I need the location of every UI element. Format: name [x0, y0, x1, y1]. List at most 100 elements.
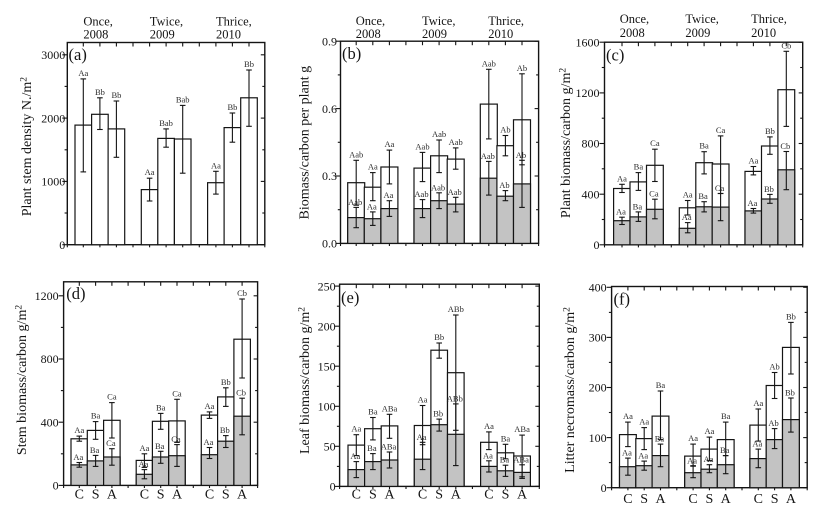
svg-text:Ba: Ba [500, 455, 510, 465]
svg-text:Aa: Aa [350, 451, 360, 461]
svg-text:Aa: Aa [704, 426, 714, 436]
svg-text:Ba: Ba [634, 162, 644, 172]
svg-text:Cb: Cb [237, 288, 247, 298]
svg-text:0.3: 0.3 [322, 169, 337, 183]
svg-text:2009: 2009 [685, 26, 710, 40]
svg-text:200: 200 [318, 319, 336, 333]
svg-text:Aa: Aa [703, 454, 713, 464]
svg-text:(d): (d) [66, 284, 85, 303]
svg-text:0: 0 [601, 481, 607, 495]
svg-text:150: 150 [318, 359, 336, 373]
svg-text:Ca: Ca [171, 434, 181, 444]
svg-text:2008: 2008 [83, 27, 108, 41]
svg-text:C: C [418, 487, 427, 502]
svg-text:ABa: ABa [381, 442, 397, 452]
svg-text:ABb: ABb [447, 393, 463, 403]
svg-text:Bb: Bb [227, 102, 237, 112]
svg-text:800: 800 [582, 137, 600, 151]
svg-text:250: 250 [318, 279, 336, 293]
svg-text:Bb: Bb [221, 377, 231, 387]
svg-text:Stem biomass/carbon g/m2: Stem biomass/carbon g/m2 [15, 305, 31, 455]
svg-text:3000: 3000 [41, 48, 65, 62]
svg-text:Aa: Aa [752, 439, 762, 449]
svg-text:Aa: Aa [748, 156, 758, 166]
svg-text:Ba: Ba [368, 407, 378, 417]
svg-text:ABa: ABa [514, 424, 530, 434]
svg-text:Ab: Ab [517, 63, 527, 73]
svg-text:Aa: Aa [384, 139, 394, 149]
svg-text:A: A [721, 492, 732, 507]
svg-text:Aa: Aa [383, 190, 393, 200]
svg-text:Plant stem density N./m2: Plant stem density N./m2 [20, 77, 36, 217]
svg-text:A: A [655, 492, 666, 507]
svg-text:Aa: Aa [622, 448, 632, 458]
svg-text:Bb: Bb [765, 126, 775, 136]
svg-text:ABa: ABa [382, 403, 398, 413]
svg-text:Bb: Bb [786, 311, 796, 321]
svg-text:400: 400 [582, 187, 600, 201]
svg-text:Aa: Aa [747, 198, 757, 208]
svg-text:2008: 2008 [356, 27, 381, 41]
svg-text:1200: 1200 [35, 289, 59, 303]
svg-text:Bb: Bb [95, 87, 105, 97]
svg-text:Once,: Once, [620, 12, 650, 26]
svg-text:ABa: ABa [513, 454, 529, 464]
svg-text:200: 200 [589, 381, 607, 395]
svg-text:Ba: Ba [699, 141, 709, 151]
svg-text:1000: 1000 [41, 175, 65, 189]
svg-text:S: S [706, 492, 714, 507]
svg-text:Ab: Ab [516, 150, 526, 160]
svg-text:(b): (b) [342, 44, 361, 63]
svg-text:(f): (f) [614, 290, 630, 309]
svg-text:Aab: Aab [481, 151, 495, 161]
svg-text:Bb: Bb [433, 409, 443, 419]
svg-text:0: 0 [53, 479, 59, 493]
svg-text:Twice,: Twice, [150, 15, 183, 29]
svg-text:2010: 2010 [216, 27, 241, 41]
svg-text:0: 0 [330, 480, 336, 494]
svg-text:Ba: Ba [698, 191, 708, 201]
svg-text:0.6: 0.6 [322, 102, 337, 116]
svg-text:2008: 2008 [620, 26, 645, 40]
svg-text:Aa: Aa [74, 425, 84, 435]
svg-text:1200: 1200 [576, 86, 600, 100]
svg-text:Ca: Ca [172, 388, 182, 398]
svg-text:Bb: Bb [220, 425, 230, 435]
svg-text:Aa: Aa [138, 459, 148, 469]
svg-text:2009: 2009 [150, 27, 175, 41]
svg-text:Bb: Bb [434, 332, 444, 342]
svg-text:Ba: Ba [155, 441, 165, 451]
svg-text:Aa: Aa [483, 450, 493, 460]
svg-text:Aa: Aa [617, 173, 627, 183]
svg-text:S: S [157, 487, 165, 502]
svg-text:Aab: Aab [348, 197, 362, 207]
svg-text:100: 100 [589, 431, 607, 445]
svg-text:0.0: 0.0 [322, 237, 337, 251]
svg-text:A: A [107, 487, 118, 502]
svg-text:Aa: Aa [753, 398, 763, 408]
svg-text:100: 100 [318, 400, 336, 414]
svg-text:Ba: Ba [655, 434, 665, 444]
svg-text:A: A [384, 487, 395, 502]
svg-text:Aab: Aab [449, 137, 463, 147]
svg-text:Thrice,: Thrice, [488, 14, 524, 28]
svg-text:S: S [771, 492, 779, 507]
svg-text:400: 400 [589, 281, 607, 295]
svg-text:A: A [786, 492, 797, 507]
svg-text:Ca: Ca [715, 183, 725, 193]
svg-text:C: C [140, 487, 149, 502]
svg-text:Bb: Bb [111, 90, 121, 100]
svg-text:Aa: Aa [682, 212, 692, 222]
svg-text:C: C [688, 492, 697, 507]
svg-text:Ba: Ba [156, 402, 166, 412]
svg-text:Plant biomass/carbon g/m2: Plant biomass/carbon g/m2 [559, 68, 575, 218]
svg-text:2000: 2000 [41, 111, 65, 125]
svg-text:Aab: Aab [414, 189, 428, 199]
svg-text:Aa: Aa [211, 160, 221, 170]
svg-text:Aa: Aa [139, 443, 149, 453]
svg-text:Thrice,: Thrice, [216, 15, 252, 29]
svg-text:400: 400 [41, 415, 59, 429]
svg-text:Aa: Aa [616, 207, 626, 217]
svg-text:C: C [754, 492, 763, 507]
svg-text:Aa: Aa [687, 456, 697, 466]
